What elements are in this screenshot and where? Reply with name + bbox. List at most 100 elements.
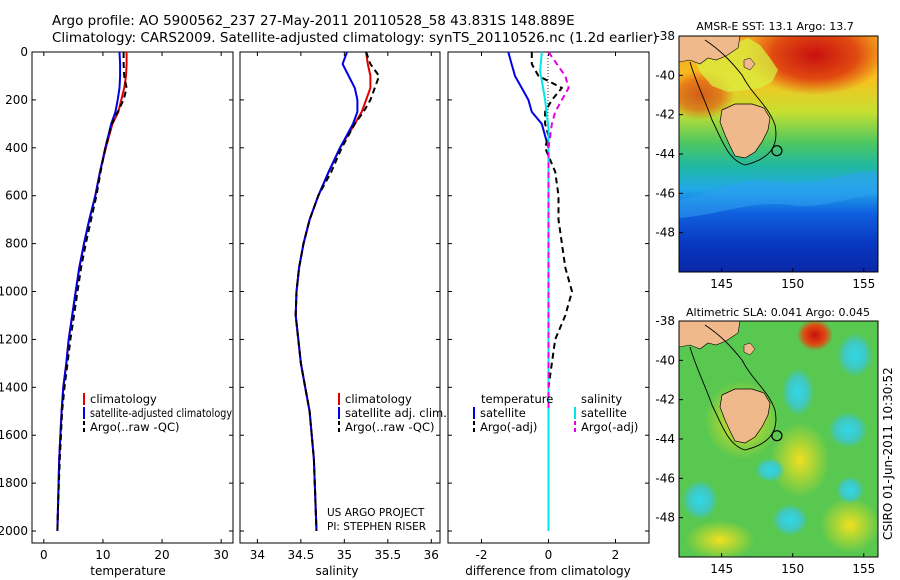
bathymetry-contour — [689, 39, 777, 166]
y-tick-label: 1000 — [0, 285, 28, 299]
x-tick-label: 10 — [95, 548, 110, 562]
map-x-tick-label: 150 — [781, 562, 804, 576]
map-y-tick-label: -42 — [655, 108, 675, 122]
series-temperature-satellite — [507, 51, 550, 531]
header-line-2: Climatology: CARS2009. Satellite-adjuste… — [52, 30, 658, 46]
map-x-tick-label: 155 — [852, 562, 875, 576]
y-tick-label: 1400 — [0, 380, 28, 394]
legend-climatology: climatology — [345, 392, 412, 406]
map-y-tick-label: -40 — [655, 353, 675, 367]
salinity-legend: climatology satellite adj. clim. Argo(..… — [338, 392, 447, 434]
cool-band — [679, 171, 878, 218]
x-tick-label: 34 — [250, 548, 265, 562]
sla-low-3 — [828, 412, 868, 448]
map-y-tick-label: -44 — [655, 432, 675, 446]
legend-salinity-title: salinity — [581, 392, 622, 406]
pi-label: PI: STEPHEN RISER — [327, 521, 426, 533]
temperature-axes-box — [31, 51, 234, 544]
salinity-xlabel: salinity — [315, 564, 358, 578]
map-y-tick-label: -42 — [655, 393, 675, 407]
legend-argo: Argo(..raw -QC) — [90, 420, 180, 434]
legend-sal-argo: Argo(-adj) — [581, 420, 638, 434]
x-tick-label: 35 — [337, 548, 352, 562]
y-tick-label: 800 — [5, 237, 28, 251]
temperature-xlabel: temperature — [90, 564, 165, 578]
legend-argo: Argo(..raw -QC) — [345, 420, 435, 434]
series-salinity-argo-adj — [547, 51, 570, 412]
project-label: US ARGO PROJECT — [327, 507, 425, 519]
y-tick-label: 1200 — [0, 332, 28, 346]
map-x-tick-label: 150 — [781, 277, 804, 291]
y-tick-label: 2000 — [0, 524, 28, 538]
x-tick-label: 0 — [545, 548, 553, 562]
temperature-panel: 0 10 20 30 0 200 400 600 800 1000 1200 1400 1600 1800… — [0, 45, 234, 578]
x-tick-label: 36 — [424, 548, 439, 562]
legend-sal-satellite: satellite — [581, 406, 627, 420]
tasmania — [719, 103, 771, 159]
x-tick-label: 34.5 — [288, 548, 315, 562]
x-tick-label: 0 — [40, 548, 48, 562]
temperature-ticks: 0 10 20 30 0 200 400 600 800 1000 1200 1400 1600 1800… — [0, 45, 233, 562]
sla-low-2 — [837, 333, 873, 377]
sst-map-title: AMSR-E SST: 13.1 Argo: 13.7 — [696, 20, 854, 33]
map-y-tick-label: -40 — [655, 68, 675, 82]
salinity-lines — [294, 51, 381, 532]
header-line-1: Argo profile: AO 5900562_237 27-May-2011… — [52, 13, 575, 29]
map-y-tick-label: -46 — [655, 471, 675, 485]
sla-low-6 — [772, 504, 808, 536]
y-tick-label: 400 — [5, 141, 28, 155]
map-y-tick-label: -38 — [655, 314, 675, 328]
map-y-tick-label: -46 — [655, 186, 675, 200]
sla-low-1 — [782, 368, 814, 416]
series-salinity-satellite — [539, 51, 550, 531]
difference-ticks: -2 0 2 — [448, 51, 649, 562]
x-tick-label: 20 — [154, 548, 169, 562]
sla-map-ticks: 145 150 155 -38 -40 -42 -44 -46 -48 — [655, 314, 875, 576]
legend-temp-argo: Argo(-adj) — [480, 420, 537, 434]
sst-map — [679, 36, 878, 272]
flinders-island — [743, 342, 756, 356]
tasmania — [719, 388, 771, 444]
legend-climatology: climatology — [90, 392, 157, 406]
series-satellite — [294, 51, 359, 532]
sla-high-blob-3 — [820, 497, 878, 553]
temperature-lines — [56, 51, 128, 532]
map-x-tick-label: 145 — [710, 277, 733, 291]
map-x-tick-label: 145 — [710, 562, 733, 576]
salinity-ticks: 34 34.5 35 35.5 36 — [240, 51, 440, 562]
temperature-legend: climatology satellite-adjusted climatolo… — [83, 392, 232, 434]
y-tick-label: 1800 — [0, 476, 28, 490]
sla-high-blob-4 — [685, 520, 755, 557]
x-tick-label: -2 — [476, 548, 488, 562]
sla-low-7 — [836, 476, 864, 504]
warm-eddy — [745, 36, 878, 95]
map-x-tick-label: 155 — [852, 277, 875, 291]
sst-map-ticks: 145 150 155 -38 -40 -42 -44 -46 -48 — [655, 29, 875, 291]
sla-low-5 — [682, 480, 718, 520]
x-tick-label: 35.5 — [374, 548, 401, 562]
legend-temp-satellite: satellite — [480, 406, 526, 420]
salinity-panel: 34 34.5 35 35.5 36 salinity climatology sate… — [239, 51, 447, 578]
bathymetry-contour — [689, 324, 777, 451]
argo-location-marker — [771, 430, 783, 442]
map-y-tick-label: -44 — [655, 147, 675, 161]
map-y-tick-label: -38 — [655, 29, 675, 43]
series-climatology — [56, 52, 128, 532]
sla-warm-core — [797, 321, 833, 351]
y-tick-label: 600 — [5, 189, 28, 203]
y-tick-label: 200 — [5, 93, 28, 107]
salinity-axes-box — [239, 51, 441, 544]
difference-xlabel: difference from climatology — [465, 564, 631, 578]
sla-map-title: Altimetric SLA: 0.041 Argo: 0.045 — [686, 306, 870, 319]
map-y-tick-label: -48 — [655, 226, 675, 240]
x-tick-label: 30 — [214, 548, 229, 562]
mainland-australia — [679, 321, 741, 350]
series-satellite — [56, 51, 122, 532]
legend-satellite-adj: satellite adj. clim. — [345, 406, 447, 420]
difference-lines — [507, 51, 573, 531]
flinders-island — [743, 57, 756, 71]
series-argo — [56, 52, 128, 532]
y-tick-label: 0 — [20, 45, 28, 59]
